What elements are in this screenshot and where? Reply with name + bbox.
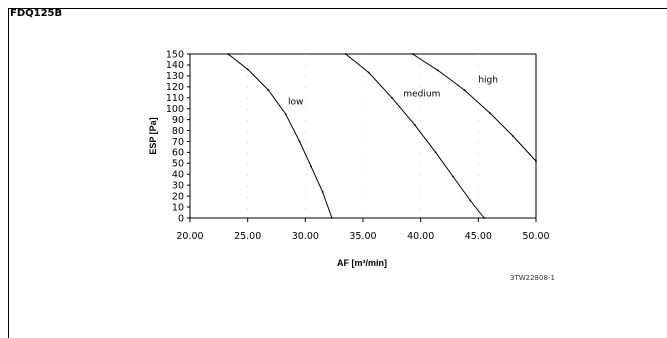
series-point-low <box>246 68 249 71</box>
series-point-medium <box>434 151 437 154</box>
y-tick-label: 80 <box>172 126 184 137</box>
x-axis-ticks: 20.00 25.00 30.00 35.00 40.00 45.00 50.00 <box>176 218 550 242</box>
y-tick-label: 150 <box>166 49 184 60</box>
y-tick-label: 60 <box>172 148 184 159</box>
y-tick-label: 40 <box>172 170 184 181</box>
series-point-high <box>512 135 514 137</box>
y-tick-label: 130 <box>166 71 184 82</box>
series-point-low <box>298 140 301 143</box>
x-tick-label: 40.00 <box>407 231 434 242</box>
series-point-low <box>267 89 270 91</box>
series-point-medium <box>483 217 485 219</box>
series-point-medium <box>367 71 370 74</box>
series-layer: low medium high <box>227 53 537 219</box>
y-tick-label: 30 <box>172 181 184 192</box>
y-tick-label: 140 <box>166 60 184 71</box>
series-point-high <box>437 69 439 72</box>
series-point-high <box>488 112 491 114</box>
y-axis-label: ESP [Pa] <box>148 117 158 154</box>
series-point-medium <box>452 175 454 178</box>
x-axis-label: AF [m³/min] <box>337 258 387 268</box>
series-point-low <box>227 53 229 55</box>
y-tick-label: 0 <box>178 213 184 224</box>
series-point-medium <box>469 199 472 202</box>
y-tick-label: 90 <box>172 115 184 126</box>
series-line-low <box>227 53 333 219</box>
series-label-low: low <box>288 97 303 107</box>
x-tick-label: 45.00 <box>465 231 492 242</box>
x-tick-label: 25.00 <box>234 231 261 242</box>
y-tick-label: 100 <box>166 104 184 115</box>
series-point-low <box>284 113 287 116</box>
series-label-high: high <box>478 75 498 85</box>
series-point-low <box>310 165 312 168</box>
series-point-high <box>535 160 537 163</box>
y-tick-label: 110 <box>166 93 184 104</box>
series-point-low <box>330 217 333 219</box>
series-point-high <box>411 53 414 55</box>
y-tick-label: 70 <box>172 137 184 148</box>
series-point-medium <box>390 96 393 99</box>
series-line-medium <box>345 53 485 219</box>
x-tick-label: 50.00 <box>522 231 549 242</box>
model-label: FDQ125B <box>10 8 63 19</box>
reference-code: 3TW22808-1 <box>510 274 555 282</box>
y-tick-label: 50 <box>172 159 184 170</box>
series-point-medium <box>414 124 416 126</box>
x-tick-label: 30.00 <box>292 231 319 242</box>
y-tick-label: 20 <box>172 191 184 202</box>
x-tick-label: 20.00 <box>176 231 203 242</box>
figure-frame <box>8 8 667 338</box>
series-point-medium <box>344 53 347 55</box>
series-point-high <box>463 89 466 91</box>
y-tick-label: 120 <box>166 82 184 93</box>
series-point-low <box>321 190 324 193</box>
y-tick-label: 10 <box>172 202 184 213</box>
series-label-medium: medium <box>403 90 440 100</box>
series-line-high <box>412 53 537 162</box>
x-tick-label: 35.00 <box>349 231 376 242</box>
